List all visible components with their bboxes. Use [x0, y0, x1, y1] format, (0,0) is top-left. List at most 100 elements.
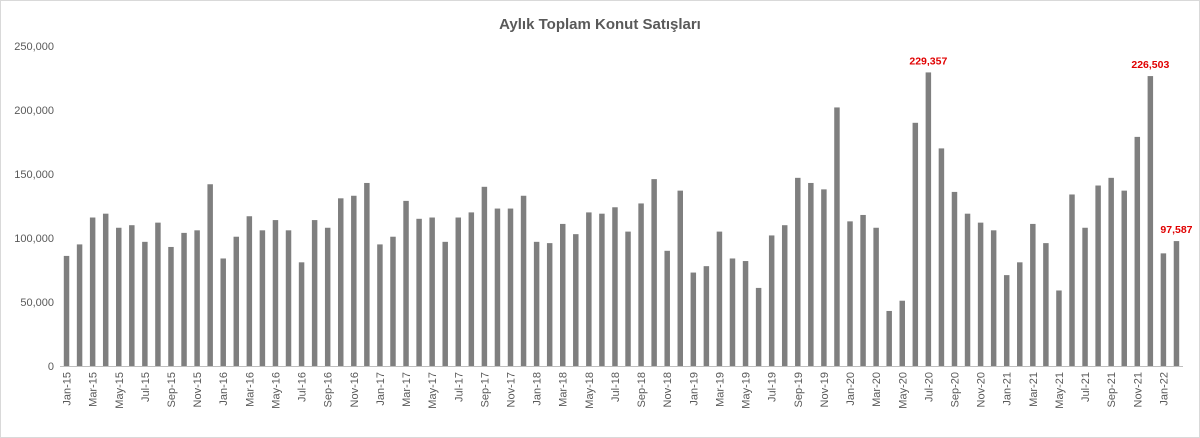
bar-apr-17 [416, 218, 422, 366]
y-tick-label: 200,000 [14, 105, 54, 117]
bar-apr-19 [729, 258, 736, 366]
data-label-jul-20: 229,357 [909, 55, 947, 67]
x-axis: Jan-15 Mar-15 May-15 Jul-15 Sep-15 Nov-15 Jan-… [60, 366, 1183, 409]
bar-jan-18 [533, 241, 540, 366]
bar-oct-19 [808, 182, 814, 366]
bar-jul-19 [768, 235, 775, 366]
bar-apr-18 [573, 234, 579, 366]
x-tick-label: Mar-16 [244, 372, 256, 407]
bar-aug-16 [311, 220, 318, 366]
bar-may-17 [429, 217, 435, 366]
bar-mar-18 [560, 223, 566, 366]
bar-oct-18 [651, 179, 657, 366]
bar-jan-19 [690, 272, 697, 366]
bar-nov-21 [1134, 136, 1141, 366]
x-tick-label: May-18 [584, 372, 596, 409]
bar-dec-19 [834, 107, 840, 366]
x-tick-label: Mar-19 [714, 372, 726, 407]
x-tick-label: Jul-21 [1080, 372, 1092, 402]
x-tick-label: Nov-18 [662, 372, 674, 407]
bar-sep-21 [1108, 177, 1114, 366]
bar-jan-15 [63, 255, 70, 366]
bar-dec-21 [1147, 76, 1154, 366]
x-tick-label: Mar-20 [871, 372, 883, 407]
bar-jul-20 [925, 72, 932, 367]
bar-feb-21 [1017, 262, 1023, 366]
data-label-feb-22: 97,587 [1160, 224, 1192, 236]
bar-dec-15 [207, 184, 213, 366]
bar-sep-17 [481, 186, 488, 366]
bar-nov-19 [821, 189, 827, 366]
bar-jan-21 [1003, 275, 1010, 366]
bar-feb-17 [390, 236, 396, 366]
x-tick-label: Nov-21 [1132, 372, 1144, 407]
bar-aug-19 [781, 225, 788, 366]
bar-may-15 [116, 227, 122, 366]
bar-aug-15 [155, 222, 161, 366]
x-tick-label: Nov-19 [819, 372, 831, 407]
bar-feb-18 [546, 243, 553, 366]
bar-jun-17 [442, 241, 448, 366]
bar-sep-18 [638, 203, 644, 366]
x-tick-label: Nov-16 [349, 372, 361, 407]
y-tick-label: 50,000 [20, 297, 54, 309]
x-tick-label: Sep-19 [793, 372, 805, 407]
bar-oct-16 [338, 198, 344, 366]
bar-jul-21 [1082, 227, 1088, 366]
bar-jun-21 [1069, 194, 1075, 366]
bar-oct-20 [964, 213, 971, 366]
bar-dec-17 [520, 195, 527, 366]
bar-feb-20 [860, 214, 866, 366]
x-tick-label: Sep-20 [949, 372, 961, 407]
bar-mar-21 [1030, 223, 1036, 366]
bar-jul-16 [298, 262, 305, 366]
x-tick-label: Jan-19 [688, 372, 700, 406]
bar-feb-22 [1173, 241, 1180, 366]
bar-may-20 [899, 300, 905, 366]
y-tick-label: 100,000 [14, 233, 54, 245]
x-tick-label: Jan-17 [375, 372, 387, 406]
data-label-dec-21: 226,503 [1131, 59, 1169, 71]
x-tick-label: May-17 [427, 372, 439, 409]
bar-jun-18 [599, 213, 605, 366]
bar-jan-16 [220, 258, 226, 366]
bar-jun-20 [912, 122, 919, 366]
bar-jun-19 [755, 287, 762, 366]
x-tick-label: Jan-20 [845, 372, 857, 406]
bars [63, 72, 1180, 367]
x-tick-label: Jan-21 [1002, 372, 1014, 406]
bar-sep-19 [795, 177, 801, 366]
x-tick-label: Sep-15 [166, 372, 178, 407]
bar-aug-20 [938, 148, 945, 366]
bar-jun-16 [285, 230, 292, 366]
y-tick-label: 0 [48, 361, 54, 373]
bar-may-18 [586, 212, 592, 366]
bar-mar-16 [246, 216, 253, 366]
x-tick-label: Mar-15 [88, 372, 100, 407]
x-tick-label: Sep-18 [636, 372, 648, 407]
bar-nov-15 [194, 230, 200, 366]
x-tick-label: Mar-21 [1028, 372, 1040, 407]
bar-mar-19 [716, 231, 723, 366]
x-tick-label: May-20 [897, 372, 909, 409]
x-tick-label: Mar-18 [558, 372, 570, 407]
bar-may-19 [742, 261, 749, 366]
x-tick-label: Jul-18 [610, 372, 622, 402]
bar-apr-20 [886, 310, 892, 366]
x-tick-label: May-21 [1054, 372, 1066, 409]
x-tick-label: May-15 [114, 372, 126, 409]
y-axis: 0 50,000 100,000 150,000 200,000 250,000 [14, 41, 54, 373]
bar-dec-16 [364, 182, 370, 366]
bar-dec-20 [990, 230, 997, 366]
x-tick-label: May-19 [741, 372, 753, 409]
bar-feb-16 [233, 236, 240, 366]
x-tick-label: Nov-17 [506, 372, 518, 407]
bar-feb-19 [703, 266, 710, 366]
x-tick-label: Jul-16 [297, 372, 309, 402]
bar-oct-21 [1121, 190, 1127, 366]
x-tick-label: Sep-16 [323, 372, 335, 407]
x-tick-label: Sep-21 [1106, 372, 1118, 407]
bar-jul-17 [455, 217, 462, 366]
bar-jul-18 [612, 207, 618, 366]
